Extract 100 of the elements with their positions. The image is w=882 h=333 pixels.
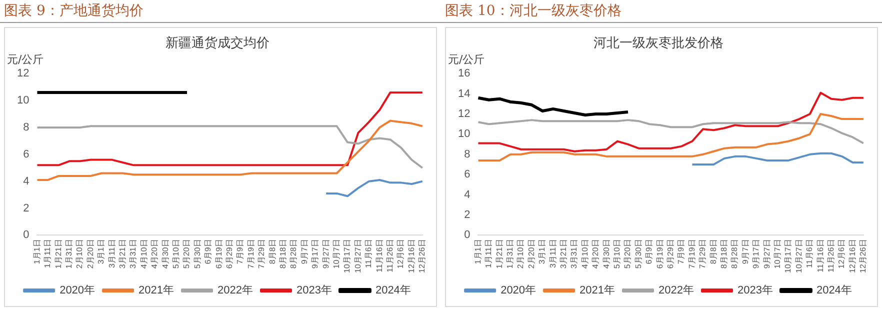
x-tick-label: 7月9日 <box>676 239 686 264</box>
chart-title: 图表 10：河北一级灰枣价格 <box>441 0 882 23</box>
x-tick-label: 6月29日 <box>225 239 234 269</box>
x-tick-label: 1月1日 <box>473 239 482 264</box>
y-tick-label: 16 <box>458 68 470 80</box>
y-tick-label: 0 <box>464 229 470 242</box>
x-tick-label: 2月10日 <box>516 239 526 269</box>
x-tick-label: 5月30日 <box>634 239 643 269</box>
x-tick-label: 10月17日 <box>784 239 793 273</box>
y-tick-label: 6 <box>23 148 30 160</box>
chart-title: 图表 9：产地通货均价 <box>0 0 441 23</box>
x-tick-label: 12月26日 <box>858 239 868 273</box>
y-axis-title: 元/公斤 <box>448 52 485 66</box>
y-tick-label: 0 <box>23 229 30 242</box>
x-tick-label: 8月8日 <box>268 239 277 264</box>
x-tick-label: 7月29日 <box>257 239 266 269</box>
x-tick-label: 5月30日 <box>192 239 202 269</box>
x-tick-label: 12月16日 <box>406 239 416 273</box>
x-tick-label: 5月10日 <box>172 239 181 269</box>
x-tick-label: 10月17日 <box>342 239 352 273</box>
x-tick-label: 7月19日 <box>246 239 256 269</box>
y-tick-label: 2 <box>464 209 470 222</box>
y-tick-label: 10 <box>16 94 30 107</box>
x-tick-label: 10月27日 <box>794 239 804 273</box>
x-tick-label: 5月20日 <box>182 239 192 269</box>
x-tick-label: 5月20日 <box>623 239 632 269</box>
x-tick-label: 9月7日 <box>740 239 750 264</box>
x-tick-label: 3月21日 <box>118 239 128 269</box>
x-tick-label: 1月31日 <box>506 239 515 269</box>
x-tick-label: 12月16日 <box>848 239 857 273</box>
legend-label: 2024年 <box>816 284 852 297</box>
y-tick-label: 4 <box>23 175 30 188</box>
y-tick-label: 2 <box>23 202 30 214</box>
x-tick-label: 3月1日 <box>538 239 547 264</box>
y-tick-label: 4 <box>464 188 470 201</box>
x-tick-label: 4月30日 <box>602 239 611 269</box>
x-tick-label: 1月21日 <box>494 239 504 269</box>
legend-label: 2020年 <box>500 284 536 297</box>
x-tick-label: 6月9日 <box>204 239 213 264</box>
x-tick-label: 2月10日 <box>75 239 84 269</box>
chart-subtitle: 河北一级灰枣批发价格 <box>594 36 724 52</box>
x-tick-label: 1月31日 <box>64 239 74 269</box>
x-tick-label: 11月6日 <box>364 239 374 268</box>
x-tick-label: 6月9日 <box>644 239 654 264</box>
x-tick-label: 11月16日 <box>816 239 825 272</box>
legend-label: 2022年 <box>218 284 253 297</box>
x-tick-label: 12月6日 <box>837 239 846 269</box>
x-tick-label: 7月29日 <box>698 239 708 269</box>
y-tick-label: 8 <box>23 122 30 134</box>
y-axis-title: 元/公斤 <box>7 52 44 66</box>
x-tick-label: 8月28日 <box>289 239 298 269</box>
x-tick-label: 10月27日 <box>353 239 362 273</box>
legend-label: 2023年 <box>737 284 773 297</box>
x-tick-label: 2月20日 <box>526 239 536 269</box>
x-tick-label: 3月31日 <box>128 239 138 269</box>
x-tick-label: 4月20日 <box>591 239 600 269</box>
y-tick-label: 12 <box>458 108 470 120</box>
x-tick-label: 9月27日 <box>762 239 772 269</box>
x-tick-label: 9月7日 <box>300 239 309 264</box>
x-tick-label: 8月18日 <box>278 239 288 269</box>
x-tick-label: 11月26日 <box>386 239 395 272</box>
x-tick-label: 1月11日 <box>484 239 494 268</box>
x-tick-label: 2月20日 <box>86 239 95 269</box>
x-tick-label: 4月10日 <box>580 239 590 269</box>
x-tick-label: 4月20日 <box>150 239 160 269</box>
legend-label: 2024年 <box>375 284 411 297</box>
legend-label: 2022年 <box>658 284 694 297</box>
x-tick-label: 6月29日 <box>666 239 676 269</box>
x-tick-label: 6月19日 <box>214 239 224 269</box>
x-tick-label: 5月10日 <box>612 239 622 269</box>
x-tick-label: 1月21日 <box>54 239 63 269</box>
x-tick-label: 12月26日 <box>418 239 427 273</box>
x-tick-label: 10月7日 <box>773 239 782 269</box>
x-tick-label: 10月7日 <box>332 239 342 269</box>
x-tick-label: 4月30日 <box>160 239 170 269</box>
x-tick-label: 6月19日 <box>655 239 664 269</box>
chart-subtitle: 新疆通货成交均价 <box>166 35 270 52</box>
legend-label: 2020年 <box>60 284 96 297</box>
x-tick-label: 4月10日 <box>139 239 148 269</box>
x-tick-label: 3月11日 <box>107 239 116 268</box>
x-tick-label: 8月18日 <box>720 239 729 269</box>
x-tick-label: 9月17日 <box>752 239 761 269</box>
x-tick-label: 11月6日 <box>805 239 814 268</box>
x-tick-label: 3月11日 <box>548 239 558 268</box>
x-tick-label: 8月8日 <box>708 239 718 264</box>
x-tick-label: 1月11日 <box>43 239 52 268</box>
legend-label: 2023年 <box>296 284 332 297</box>
y-tick-label: 14 <box>458 88 470 100</box>
legend-label: 2021年 <box>138 284 174 297</box>
y-tick-label: 12 <box>16 68 30 80</box>
x-tick-label: 9月17日 <box>310 239 320 269</box>
x-tick-label: 3月31日 <box>570 239 579 269</box>
x-tick-label: 7月9日 <box>236 239 245 264</box>
x-tick-label: 3月1日 <box>96 239 106 264</box>
x-tick-label: 12月6日 <box>396 239 406 269</box>
x-tick-label: 11月26日 <box>826 239 836 272</box>
x-tick-label: 1月1日 <box>32 239 42 264</box>
x-tick-label: 9月27日 <box>321 239 330 269</box>
y-tick-label: 8 <box>464 148 470 160</box>
legend-label: 2021年 <box>580 284 616 297</box>
